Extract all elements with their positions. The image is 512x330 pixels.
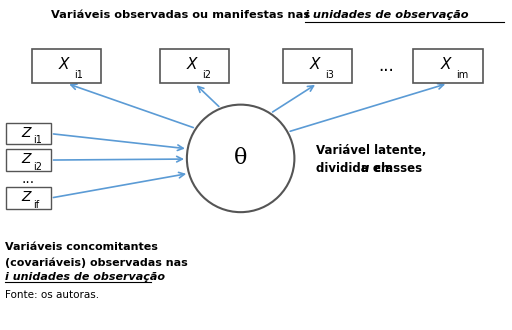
Text: Variável latente,: Variável latente,: [316, 144, 427, 157]
Text: X: X: [187, 57, 197, 72]
Text: X: X: [310, 57, 320, 72]
Bar: [32, 49, 101, 83]
Text: dividida em: dividida em: [316, 162, 397, 175]
Text: Variáveis concomitantes: Variáveis concomitantes: [5, 243, 158, 252]
Text: i2: i2: [202, 70, 211, 80]
Text: X: X: [59, 57, 69, 72]
Bar: [414, 49, 482, 83]
Text: u: u: [361, 162, 369, 175]
Text: i unidades de observação: i unidades de observação: [5, 272, 165, 281]
Text: Z: Z: [22, 126, 31, 140]
Text: i2: i2: [33, 162, 42, 172]
Bar: [283, 49, 352, 83]
Bar: [6, 149, 51, 171]
Text: i1: i1: [74, 70, 83, 80]
Text: im: im: [456, 70, 468, 80]
Text: i unidades de observação: i unidades de observação: [305, 10, 468, 20]
Text: Fonte: os autoras.: Fonte: os autoras.: [5, 290, 99, 300]
Text: X: X: [440, 57, 451, 72]
Text: ...: ...: [379, 57, 394, 75]
Text: i3: i3: [325, 70, 334, 80]
Text: i1: i1: [33, 135, 42, 145]
Text: if: if: [33, 200, 39, 210]
Text: ...: ...: [22, 172, 35, 186]
Bar: [6, 123, 51, 145]
Text: classes: classes: [370, 162, 422, 175]
Text: (covariáveis) observadas nas: (covariáveis) observadas nas: [5, 257, 188, 268]
Text: θ: θ: [234, 148, 247, 169]
Bar: [160, 49, 229, 83]
Ellipse shape: [187, 105, 294, 212]
Text: Z: Z: [22, 190, 31, 204]
Text: Variáveis observadas ou manifestas nas: Variáveis observadas ou manifestas nas: [51, 10, 314, 20]
Text: Z: Z: [22, 152, 31, 166]
Bar: [6, 187, 51, 209]
